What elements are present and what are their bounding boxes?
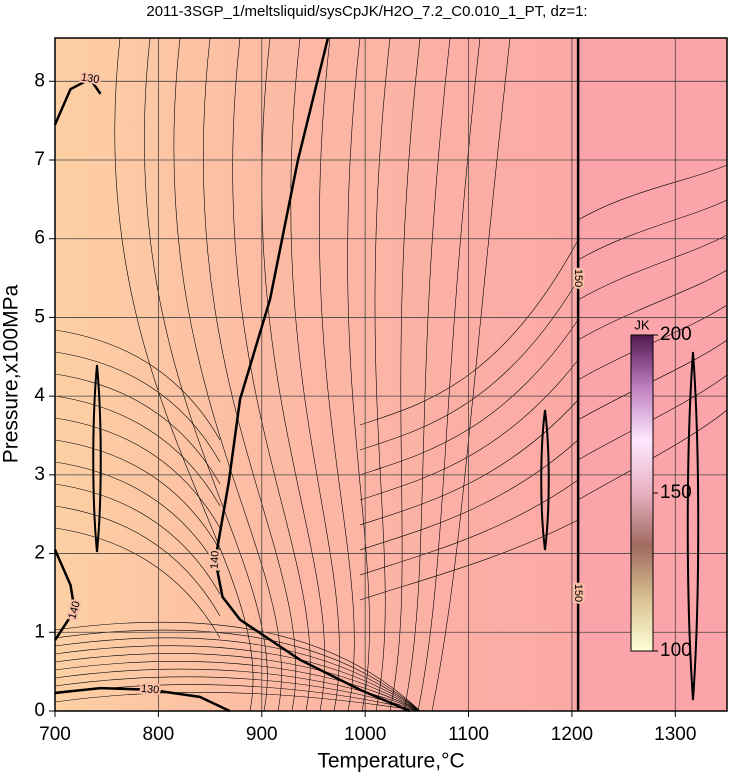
- minor-contour: [54, 351, 221, 463]
- minor-contour: [54, 439, 221, 551]
- y-tick-label: 7: [34, 149, 45, 170]
- x-tick-label: 800: [143, 724, 175, 745]
- contour-label: 140: [209, 550, 222, 569]
- minor-contour: [232, 37, 311, 712]
- y-axis-label: Pressure,x100MPa: [0, 284, 23, 463]
- minor-contour: [202, 37, 297, 712]
- minor-contour: [359, 399, 579, 526]
- minor-contour: [577, 269, 728, 341]
- minor-contour: [577, 199, 728, 261]
- minor-contour: [54, 329, 221, 441]
- spike: [92, 364, 102, 553]
- minor-contour: [403, 37, 451, 712]
- minor-contour: [417, 37, 481, 712]
- y-tick-label: 4: [34, 385, 45, 406]
- colorbar-tick-label: 150: [660, 482, 692, 503]
- minor-contour: [577, 409, 728, 501]
- y-tick-label: 3: [34, 464, 45, 485]
- contour-label: 150: [572, 269, 584, 287]
- background: [55, 38, 578, 711]
- x-tick-label: 900: [246, 724, 278, 745]
- colorbar-tick-label: 200: [660, 324, 692, 345]
- minor-contour: [359, 319, 579, 476]
- x-axis-label: Temperature,°C: [317, 750, 464, 773]
- contour-label: 140: [209, 550, 222, 569]
- minor-contour: [54, 661, 421, 712]
- minor-contour: [431, 37, 511, 712]
- x-tick-label: 700: [39, 724, 71, 745]
- minor-contour: [54, 527, 221, 639]
- minor-contour: [359, 279, 579, 451]
- minor-contour: [114, 37, 254, 712]
- contour-line: [54, 686, 231, 713]
- minor-contour: [290, 37, 340, 712]
- y-tick-label: 6: [34, 228, 45, 249]
- minor-contour: [319, 37, 355, 712]
- minor-contour: [54, 505, 221, 617]
- colorbar-tick-label: 100: [660, 640, 692, 661]
- minor-contour: [144, 37, 268, 712]
- minor-contour: [359, 239, 579, 426]
- chart-title: 2011-3SGP_1/meltsliquid/sysCpJK/H2O_7.2_…: [146, 3, 587, 20]
- minor-contour: [54, 692, 421, 712]
- minor-contour: [54, 637, 421, 712]
- y-tick-label: 1: [34, 621, 45, 642]
- contour-line: [53, 549, 76, 641]
- plot-area: [55, 38, 727, 711]
- grid: [49, 38, 727, 717]
- minor-contour: [389, 37, 421, 712]
- minor-contour: [359, 359, 579, 501]
- y-tick-label: 5: [34, 306, 45, 327]
- x-tick-label: 1200: [551, 724, 593, 745]
- minor-contour: [54, 373, 221, 485]
- minor-contour: [54, 395, 221, 507]
- x-tick-label: 1100: [448, 724, 489, 745]
- colorbar: JK 100 150 200: [630, 317, 692, 661]
- minor-contour: [54, 653, 421, 712]
- y-tick-label: 8: [34, 70, 45, 91]
- contour-line: [53, 77, 102, 126]
- y-tick-label: 0: [34, 700, 45, 721]
- contour-label: 150: [572, 584, 584, 602]
- minor-contour: [374, 37, 391, 712]
- minor-contour: [359, 519, 579, 601]
- colorbar-label: JK: [634, 317, 650, 332]
- colorbar-scale: [630, 334, 654, 652]
- contour-line: [213, 37, 411, 713]
- spike: [540, 409, 550, 551]
- minor-contour: [577, 164, 728, 221]
- minor-contour: [577, 304, 728, 381]
- frame: [54, 37, 728, 712]
- minor-contour: [54, 668, 421, 712]
- y-tick-label: 2: [34, 543, 45, 564]
- spike: [686, 351, 700, 701]
- minor-contour: [577, 339, 728, 421]
- minor-contour: [577, 234, 728, 301]
- contour-label: 130: [140, 683, 159, 697]
- minor-contour: [54, 645, 421, 712]
- minor-contour: [577, 374, 728, 461]
- minor-contour: [54, 461, 221, 573]
- contour-label: 130: [80, 71, 100, 86]
- spikes: [92, 351, 700, 701]
- x-tick-label: 1000: [344, 724, 386, 745]
- minor-contour: [54, 483, 221, 595]
- minor-contour: [54, 417, 221, 529]
- x-tick-label: 1300: [654, 724, 696, 745]
- minor-contour: [347, 37, 370, 712]
